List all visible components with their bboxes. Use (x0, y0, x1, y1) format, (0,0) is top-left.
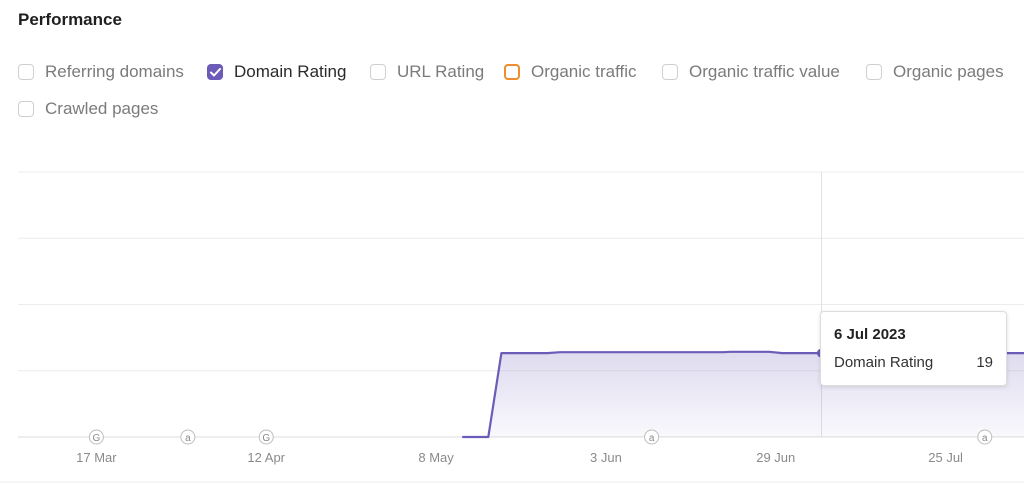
annotation-label: a (185, 433, 191, 444)
series-line (462, 350, 1024, 439)
annotation-label: a (982, 433, 988, 444)
toggle-domain-rating[interactable]: Domain Rating (207, 60, 346, 84)
checkbox[interactable] (370, 64, 386, 80)
tooltip-value: 19 (976, 354, 993, 371)
x-tick-label: 12 Apr (247, 450, 285, 465)
toggle-url-rating[interactable]: URL Rating (370, 60, 484, 84)
annotation-label: a (649, 433, 655, 444)
checkbox[interactable] (18, 64, 34, 80)
toggle-label: URL Rating (397, 62, 485, 81)
toggle-crawled-pages[interactable]: Crawled pages (18, 97, 158, 121)
checkbox[interactable] (866, 64, 882, 80)
x-tick-label: 25 Jul (928, 450, 963, 465)
annotation-label: G (92, 433, 100, 444)
x-tick-label: 17 Mar (76, 450, 117, 465)
checkbox[interactable] (18, 101, 34, 117)
checkmark-icon (209, 67, 221, 76)
annotation-marker (977, 429, 993, 445)
chart-tooltip: 6 Jul 2023 Domain Rating 19 (820, 311, 1007, 386)
checkbox[interactable] (662, 64, 678, 80)
annotation-label: G (262, 433, 270, 444)
annotation-marker (258, 429, 274, 445)
tooltip-date: 6 Jul 2023 (834, 326, 906, 343)
tooltip-series-name: Domain Rating (834, 354, 934, 371)
page-title: Performance (18, 10, 122, 29)
toggle-label: Domain Rating (234, 62, 347, 81)
x-tick-label: 8 May (418, 450, 454, 465)
toggle-referring-domains[interactable]: Referring domains (18, 60, 184, 84)
toggle-organic-traffic-value[interactable]: Organic traffic value (662, 60, 840, 84)
x-tick-label: 3 Jun (590, 450, 622, 465)
x-tick-label: 29 Jun (756, 450, 795, 465)
annotation-marker (88, 429, 104, 445)
toggle-label: Crawled pages (45, 99, 159, 118)
toggle-label: Organic traffic value (689, 62, 840, 81)
checkbox[interactable] (504, 64, 520, 80)
toggle-label: Organic pages (893, 62, 1004, 81)
toggle-organic-pages[interactable]: Organic pages (866, 60, 1004, 84)
toggle-label: Referring domains (45, 62, 184, 81)
annotation-marker (180, 429, 196, 445)
checkbox-checked[interactable] (207, 64, 223, 80)
toggle-label: Organic traffic (531, 62, 637, 81)
toggle-organic-traffic[interactable]: Organic traffic (504, 60, 637, 84)
annotation-marker (644, 429, 660, 445)
